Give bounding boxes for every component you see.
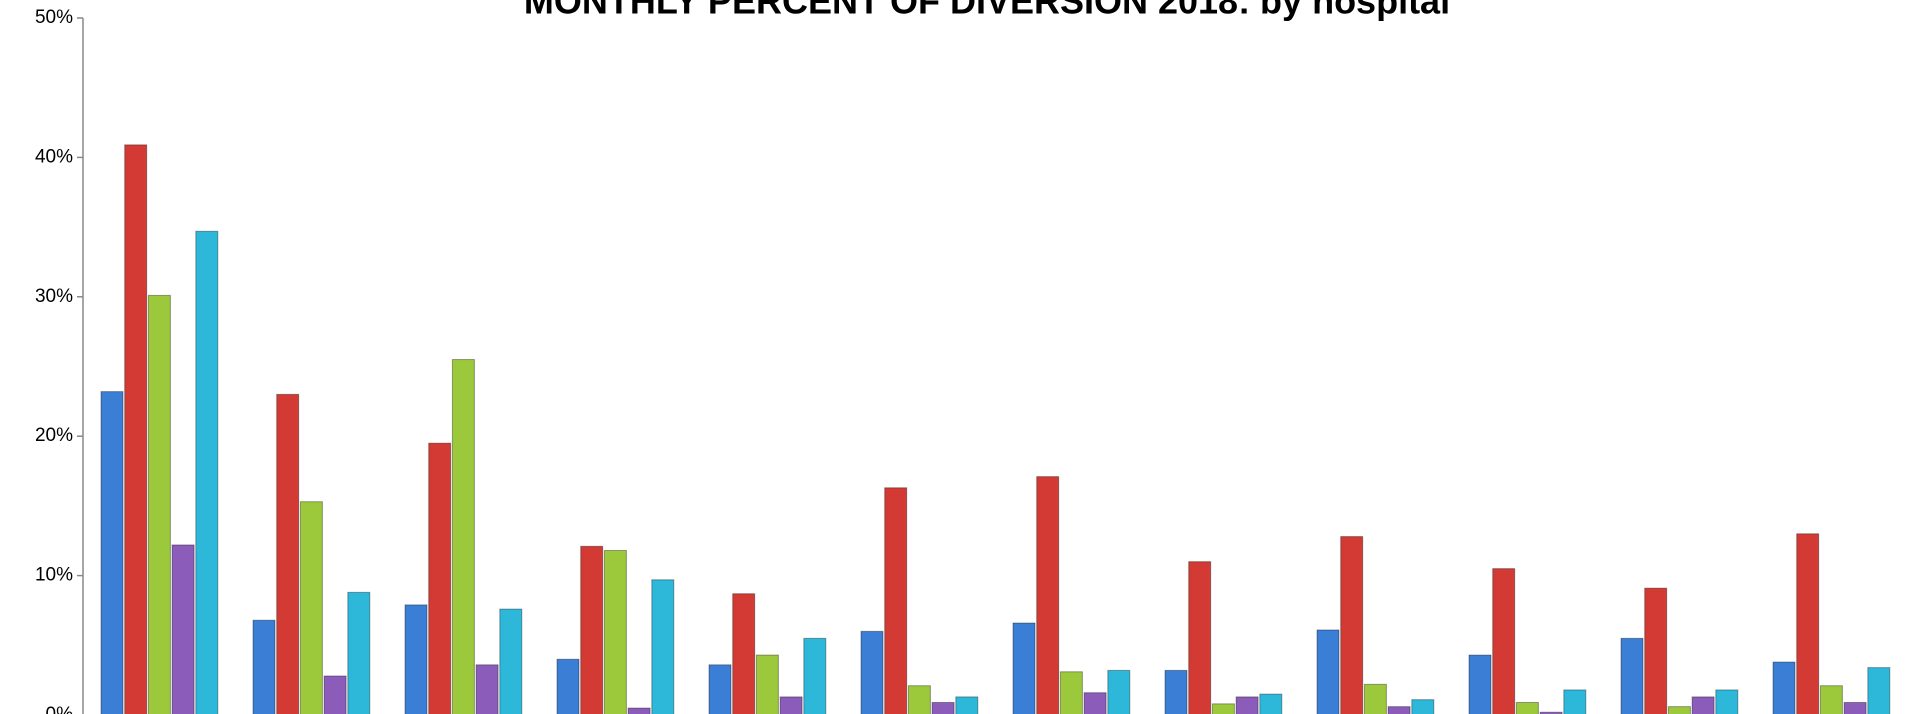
bar <box>404 604 428 714</box>
bar <box>1107 669 1131 714</box>
bar <box>347 591 371 714</box>
bar <box>1819 685 1843 714</box>
bar <box>1036 476 1060 714</box>
bar <box>603 550 627 714</box>
bar <box>1316 629 1340 714</box>
bar <box>860 630 884 714</box>
bar <box>1164 669 1188 714</box>
bar <box>1188 561 1212 714</box>
bar <box>323 675 347 714</box>
bar <box>147 294 171 714</box>
bar <box>100 391 124 714</box>
bar <box>499 608 523 714</box>
bar <box>1363 683 1387 714</box>
bar <box>299 501 323 714</box>
bar <box>1772 661 1796 714</box>
chart-title: MONTHLY PERCENT OF DIVERSION 2018: by ho… <box>524 0 1450 22</box>
bar <box>931 701 955 714</box>
y-tick-label: 20% <box>35 425 73 446</box>
bar <box>1411 699 1435 714</box>
bar <box>803 637 827 714</box>
bar <box>907 685 931 714</box>
bar <box>779 696 803 714</box>
bar <box>1620 637 1644 714</box>
bar <box>1059 671 1083 714</box>
bar <box>1492 568 1516 714</box>
bar <box>1843 701 1867 714</box>
y-tick-label: 30% <box>35 286 73 307</box>
bar <box>1387 706 1411 714</box>
bar <box>1211 703 1235 714</box>
bar <box>124 144 148 714</box>
bar <box>428 442 452 714</box>
bar <box>1867 667 1891 714</box>
y-tick-label: 40% <box>35 146 73 167</box>
y-tick-label: 0% <box>46 704 74 714</box>
bar <box>276 393 300 714</box>
bar <box>580 545 604 714</box>
bar <box>556 658 580 714</box>
bar <box>1083 692 1107 714</box>
bar <box>1235 696 1259 714</box>
bar <box>252 619 276 714</box>
bar <box>1667 706 1691 714</box>
bar <box>1563 689 1587 714</box>
y-tick-label: 50% <box>35 7 73 28</box>
bar <box>1644 587 1668 714</box>
bar <box>1012 622 1036 714</box>
bar <box>955 696 979 714</box>
y-tick-label: 10% <box>35 565 73 586</box>
bar <box>755 654 779 714</box>
bar <box>732 593 756 714</box>
bar <box>195 230 219 714</box>
bar <box>1340 536 1364 714</box>
bar <box>475 664 499 714</box>
bar <box>1515 701 1539 714</box>
bar <box>651 579 675 714</box>
bar <box>1715 689 1739 714</box>
bar <box>1259 693 1283 714</box>
bar <box>627 707 651 714</box>
bar <box>708 664 732 714</box>
bar <box>884 487 908 714</box>
bar <box>1796 533 1820 714</box>
bar <box>1691 696 1715 714</box>
bar <box>1468 654 1492 714</box>
bar <box>171 544 195 714</box>
bar <box>451 359 475 714</box>
